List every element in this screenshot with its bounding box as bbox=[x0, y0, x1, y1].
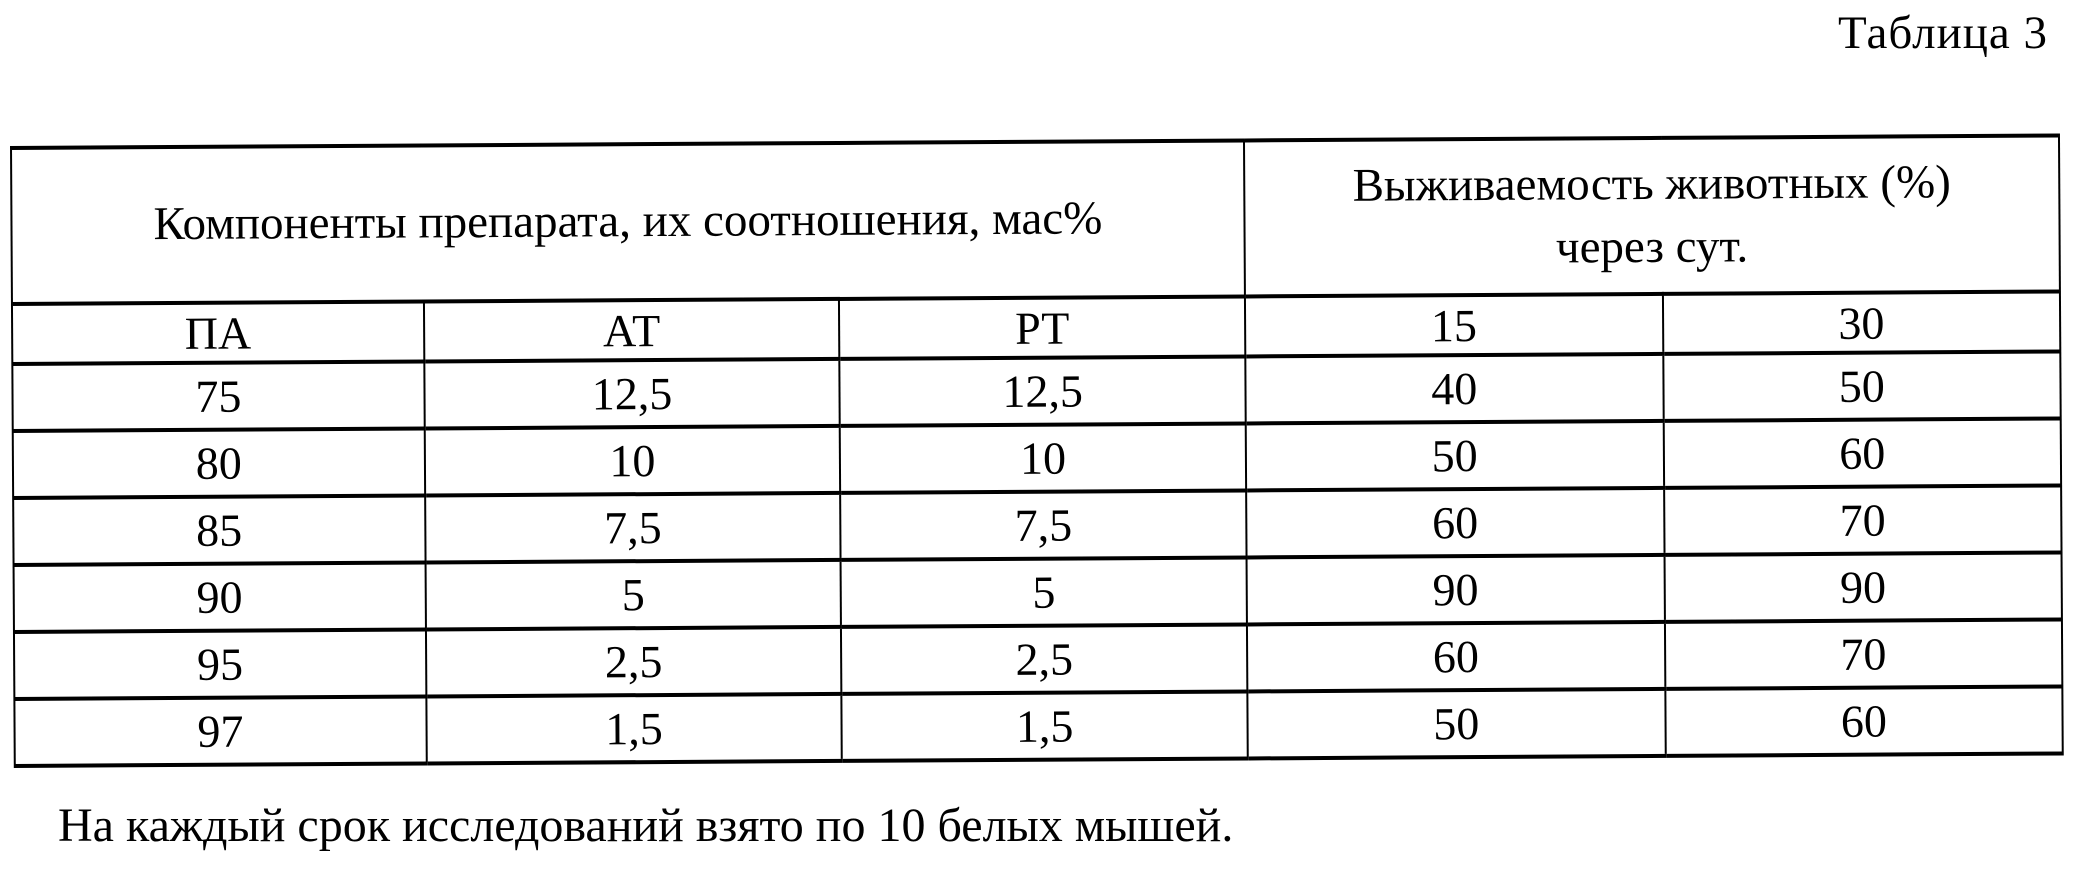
table-row: 97 1,5 1,5 50 60 bbox=[14, 686, 2063, 766]
cell-at: 5 bbox=[425, 559, 842, 630]
cell-day15: 60 bbox=[1246, 487, 1665, 558]
cell-rt: 5 bbox=[840, 557, 1247, 627]
table-row: 95 2,5 2,5 60 70 bbox=[13, 619, 2063, 699]
header-survival-line2: через сут. bbox=[1555, 220, 1749, 274]
table-row: 85 7,5 7,5 60 70 bbox=[13, 485, 2062, 565]
table-row: 80 10 10 50 60 bbox=[12, 418, 2062, 498]
cell-pa: 80 bbox=[12, 428, 425, 498]
table-row: 90 5 5 90 90 bbox=[13, 552, 2062, 632]
col-header-at: АТ bbox=[423, 298, 840, 362]
table-footnote: На каждый срок исследований взято по 10 … bbox=[58, 799, 1234, 852]
cell-at: 2,5 bbox=[425, 626, 842, 697]
results-table: Компоненты препарата, их соотношения, ма… bbox=[10, 133, 2064, 768]
table-row: 75 12,5 12,5 40 50 bbox=[12, 351, 2061, 431]
col-header-day15: 15 bbox=[1244, 293, 1663, 357]
cell-at: 7,5 bbox=[424, 492, 841, 563]
cell-rt: 12,5 bbox=[839, 356, 1246, 426]
col-header-pa: ПА bbox=[11, 301, 424, 364]
cell-day15: 60 bbox=[1246, 621, 1666, 692]
table-group-header-row: Компоненты препарата, их соотношения, ма… bbox=[11, 135, 2060, 304]
header-survival-line1: Выживаемость животных (%) bbox=[1352, 155, 1951, 212]
cell-day30: 60 bbox=[1665, 686, 2063, 756]
cell-day30: 70 bbox=[1663, 485, 2062, 555]
header-components: Компоненты препарата, их соотношения, ма… bbox=[11, 140, 1245, 304]
cell-at: 1,5 bbox=[426, 693, 843, 764]
cell-rt: 1,5 bbox=[841, 691, 1248, 761]
cell-day30: 60 bbox=[1663, 418, 2062, 488]
header-survival: Выживаемость животных (%) через сут. bbox=[1243, 135, 2060, 297]
cell-at: 10 bbox=[424, 425, 841, 496]
cell-day15: 50 bbox=[1245, 420, 1664, 491]
cell-rt: 7,5 bbox=[840, 490, 1247, 560]
cell-day30: 50 bbox=[1662, 351, 2061, 421]
cell-day30: 90 bbox=[1664, 552, 2062, 622]
table-caption: Таблица 3 bbox=[1837, 7, 2048, 59]
cell-day15: 90 bbox=[1246, 554, 1665, 625]
cell-pa: 97 bbox=[14, 696, 427, 766]
col-header-day30: 30 bbox=[1662, 291, 2061, 354]
cell-day15: 50 bbox=[1247, 688, 1666, 759]
cell-rt: 2,5 bbox=[841, 624, 1248, 694]
col-header-rt: РТ bbox=[839, 296, 1246, 359]
cell-day15: 40 bbox=[1245, 353, 1664, 424]
cell-pa: 90 bbox=[13, 562, 426, 632]
cell-day30: 70 bbox=[1664, 619, 2063, 689]
cell-rt: 10 bbox=[840, 423, 1247, 493]
cell-pa: 75 bbox=[12, 361, 425, 431]
cell-pa: 95 bbox=[13, 629, 427, 699]
cell-pa: 85 bbox=[13, 495, 426, 565]
cell-at: 12,5 bbox=[423, 358, 841, 429]
